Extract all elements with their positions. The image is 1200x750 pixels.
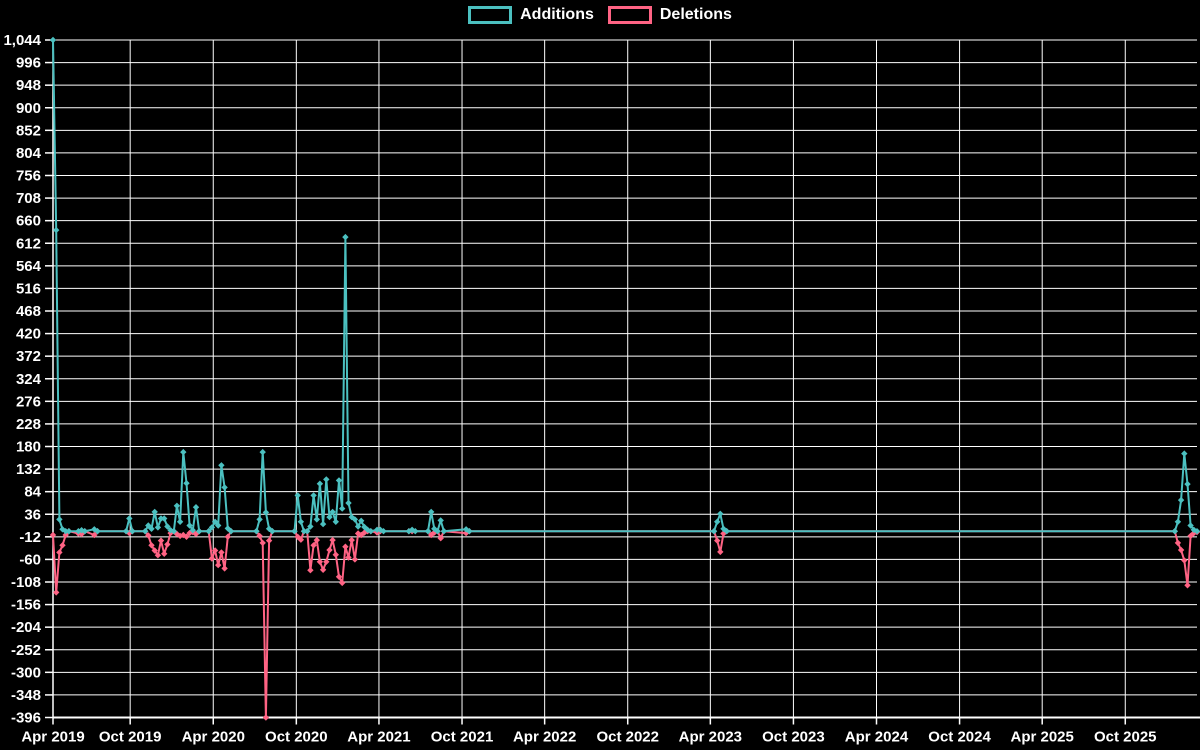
svg-text:Oct 2022: Oct 2022 — [596, 729, 659, 746]
svg-text:-108: -108 — [11, 574, 41, 591]
svg-text:708: 708 — [16, 190, 41, 207]
deletions-swatch-icon — [607, 6, 652, 24]
deletions-point-markers — [49, 528, 1200, 721]
svg-text:-396: -396 — [11, 710, 41, 727]
svg-text:-60: -60 — [19, 551, 41, 568]
svg-text:804: 804 — [16, 145, 42, 162]
svg-text:612: 612 — [16, 235, 41, 252]
svg-text:372: 372 — [16, 348, 41, 365]
svg-text:Apr 2019: Apr 2019 — [21, 729, 84, 746]
svg-text:Apr 2025: Apr 2025 — [1011, 729, 1074, 746]
svg-text:468: 468 — [16, 303, 41, 320]
svg-text:Oct 2023: Oct 2023 — [762, 729, 825, 746]
svg-text:852: 852 — [16, 122, 41, 139]
svg-text:132: 132 — [16, 461, 41, 478]
y-axis-labels: 1,044 996 948 900 852 804 756 708 660 612 564 516 46… — [3, 32, 41, 727]
svg-text:84: 84 — [24, 484, 41, 501]
additions-line — [52, 39, 1198, 533]
svg-text:Oct 2021: Oct 2021 — [431, 729, 494, 746]
svg-text:-300: -300 — [11, 664, 41, 681]
svg-text:Oct 2020: Oct 2020 — [265, 729, 328, 746]
svg-text:-204: -204 — [11, 619, 42, 636]
svg-text:1,044: 1,044 — [3, 32, 41, 49]
svg-text:Oct 2019: Oct 2019 — [99, 729, 162, 746]
svg-text:756: 756 — [16, 168, 41, 185]
svg-text:36: 36 — [24, 506, 41, 523]
svg-text:-12: -12 — [19, 529, 41, 546]
chart-legend: Additions Deletions — [0, 6, 1200, 24]
svg-text:-252: -252 — [11, 642, 41, 659]
svg-text:Oct 2025: Oct 2025 — [1094, 729, 1157, 746]
svg-text:324: 324 — [16, 371, 42, 388]
x-axis-ticks — [52, 717, 1127, 725]
legend-item-deletions[interactable]: Deletions — [607, 6, 732, 24]
additions-swatch-icon — [468, 6, 513, 24]
legend-item-additions[interactable]: Additions — [468, 6, 594, 24]
svg-text:228: 228 — [16, 416, 41, 433]
svg-text:660: 660 — [16, 213, 41, 230]
axis-borders — [52, 40, 1200, 719]
additions-point-markers — [49, 36, 1200, 535]
svg-text:900: 900 — [16, 100, 41, 117]
svg-text:Apr 2020: Apr 2020 — [182, 729, 245, 746]
deletions-series — [49, 528, 1200, 721]
x-axis-labels: Apr 2019 Oct 2019 Apr 2020 Oct 2020 Apr 2021… — [21, 729, 1156, 746]
svg-text:564: 564 — [16, 258, 42, 275]
svg-text:996: 996 — [16, 55, 41, 72]
svg-text:276: 276 — [16, 393, 41, 410]
additions-series — [49, 36, 1200, 535]
svg-text:420: 420 — [16, 326, 41, 343]
svg-text:Oct 2024: Oct 2024 — [928, 729, 991, 746]
svg-text:Apr 2023: Apr 2023 — [679, 729, 742, 746]
svg-text:-348: -348 — [11, 687, 41, 704]
svg-text:948: 948 — [16, 77, 41, 94]
y-axis-ticks — [45, 39, 53, 719]
legend-label-deletions: Deletions — [659, 6, 732, 23]
svg-text:Apr 2022: Apr 2022 — [513, 729, 576, 746]
svg-text:516: 516 — [16, 280, 41, 297]
svg-text:180: 180 — [16, 439, 41, 456]
svg-text:-156: -156 — [11, 597, 41, 614]
svg-text:Apr 2021: Apr 2021 — [347, 729, 410, 746]
svg-text:Apr 2024: Apr 2024 — [845, 729, 909, 746]
y-gridlines — [53, 39, 1197, 718]
legend-label-additions: Additions — [520, 6, 594, 23]
x-gridlines — [52, 40, 1126, 718]
